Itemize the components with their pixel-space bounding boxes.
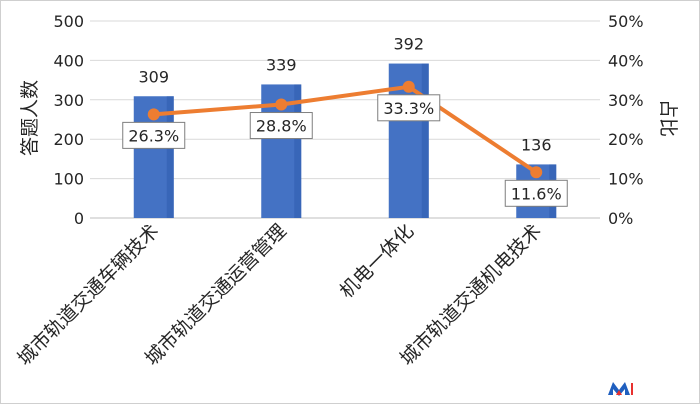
bar-value-label: 392 xyxy=(393,35,424,54)
percent-label-box xyxy=(504,179,568,207)
x-category-label: 机电一体化 xyxy=(336,220,419,303)
bar-series xyxy=(133,63,557,219)
x-category-label: 城市轨道交通车辆技术 xyxy=(13,220,163,370)
y-left-tick-label: 0 xyxy=(74,209,84,228)
y-left-tick-label: 100 xyxy=(53,170,84,189)
percent-label-box xyxy=(249,112,313,140)
x-category-label: 城市轨道交通机电技术 xyxy=(396,220,546,370)
percent-label: 11.6% xyxy=(511,184,562,203)
percent-label: 28.8% xyxy=(256,117,307,136)
data-labels: 309 339 392 136 26.3% 28.8% 33.3% 11.6% xyxy=(122,35,568,207)
percent-label-box xyxy=(122,121,186,149)
line-marker xyxy=(402,80,415,93)
y-right-tick-label: 0% xyxy=(608,209,633,228)
y-right-tick-label: 30% xyxy=(608,91,644,110)
percent-label: 26.3% xyxy=(128,126,179,145)
y-left-tick-label: 400 xyxy=(53,51,84,70)
bar-shade xyxy=(294,84,302,219)
line-series xyxy=(147,80,543,179)
x-category-label: 城市轨道交通运营管理 xyxy=(141,220,291,370)
y-right-tick-label: 50% xyxy=(608,12,644,31)
percent-label: 33.3% xyxy=(383,99,434,118)
line-path xyxy=(153,84,538,174)
line-marker xyxy=(147,108,160,121)
y-left-title: 答题人数 xyxy=(19,80,41,156)
y-right-tick-label: 40% xyxy=(608,51,644,70)
m-logo-icon xyxy=(608,382,633,396)
line-marker xyxy=(530,166,543,179)
bar-value-label: 309 xyxy=(138,67,169,86)
bar-shade xyxy=(166,96,174,218)
bar-shade xyxy=(421,63,429,218)
bar-value-label: 339 xyxy=(266,55,297,74)
y-left-tick-label: 500 xyxy=(53,12,84,31)
percent-label-box xyxy=(377,94,441,122)
line-marker xyxy=(275,98,288,111)
y-right-title: 占比 xyxy=(657,99,679,137)
y-left-tick-label: 200 xyxy=(53,130,84,149)
y-right-tick-label: 20% xyxy=(608,130,644,149)
bar-value-label: 136 xyxy=(521,135,552,154)
y-left-tick-label: 300 xyxy=(53,91,84,110)
y-right-tick-label: 10% xyxy=(608,170,644,189)
